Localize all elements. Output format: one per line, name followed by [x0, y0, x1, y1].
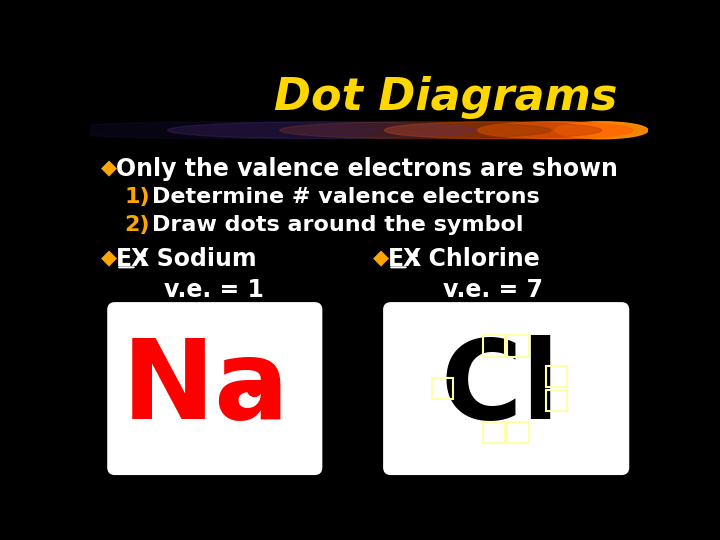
Text: Determine # valence electrons: Determine # valence electrons [152, 187, 540, 207]
Text: Cl: Cl [440, 335, 559, 442]
Text: Only the valence electrons are shown: Only the valence electrons are shown [117, 157, 618, 181]
Text: Na: Na [122, 335, 289, 442]
FancyBboxPatch shape [384, 303, 628, 474]
Ellipse shape [168, 122, 477, 139]
Text: EX: EX [388, 247, 423, 271]
Text: 1): 1) [124, 187, 150, 207]
Text: v.e. = 7: v.e. = 7 [443, 279, 543, 302]
Text: Dot Diagrams: Dot Diagrams [274, 76, 617, 119]
Ellipse shape [280, 122, 551, 139]
FancyBboxPatch shape [109, 303, 321, 474]
Text: : Chlorine: : Chlorine [411, 247, 539, 271]
Ellipse shape [555, 122, 648, 139]
Text: ◆: ◆ [373, 249, 389, 269]
Text: ◆: ◆ [101, 159, 117, 179]
Text: 2): 2) [124, 215, 150, 235]
Text: v.e. = 1: v.e. = 1 [163, 279, 264, 302]
Text: : Sodium: : Sodium [139, 247, 256, 271]
Text: EX: EX [117, 247, 150, 271]
Text: ◆: ◆ [101, 249, 117, 269]
Text: Draw dots around the symbol: Draw dots around the symbol [152, 215, 523, 235]
Ellipse shape [477, 122, 632, 139]
Ellipse shape [51, 122, 377, 139]
Ellipse shape [384, 122, 601, 139]
